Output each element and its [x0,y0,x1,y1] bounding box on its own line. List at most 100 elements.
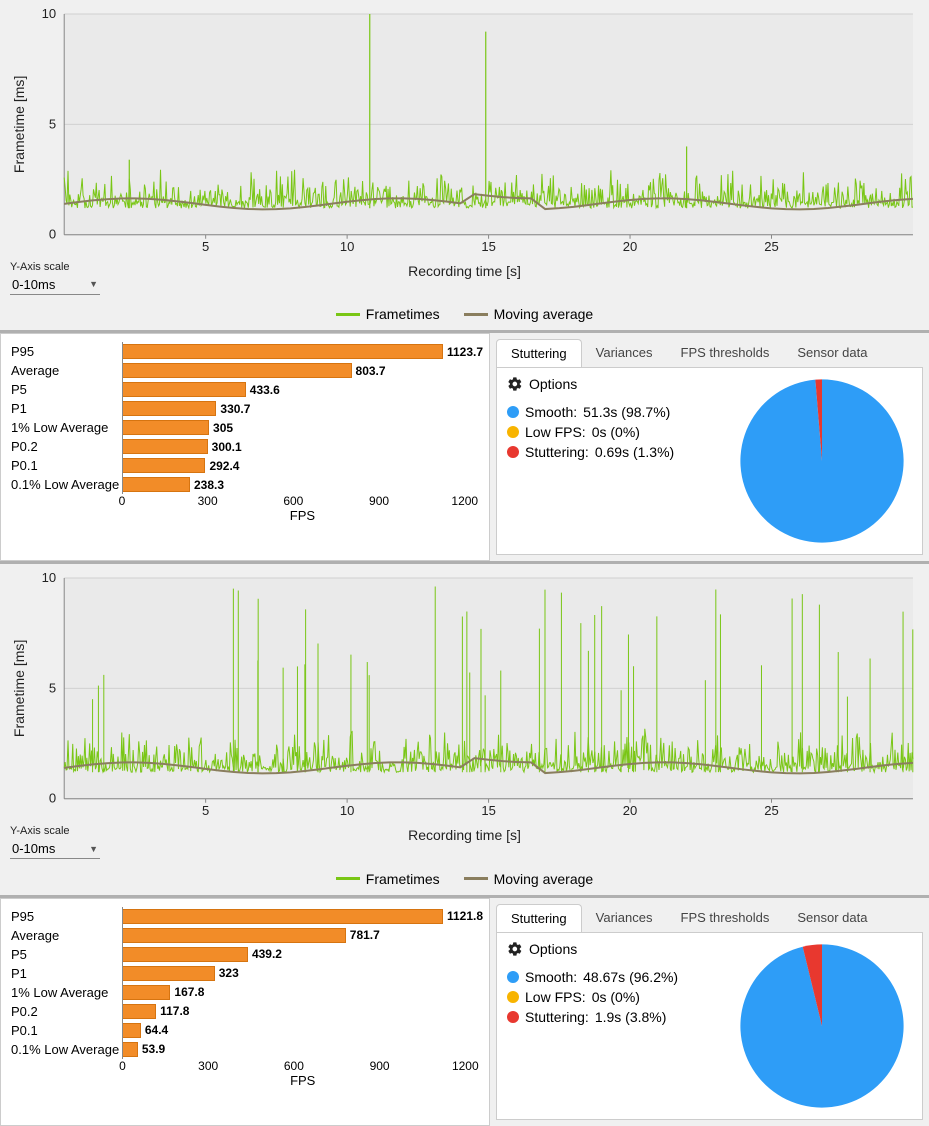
line-chart-1-svg: 0 5 10 5 10 15 20 25 Frametime [ms] [8,8,921,259]
chevron-down-icon: ▼ [89,279,98,289]
svg-text:5: 5 [202,239,209,254]
bar-row: 305 [122,418,483,437]
stat-lowfps-2: Low FPS: 0s (0%) [507,989,722,1005]
yscale-value-1: 0-10ms [12,277,55,292]
svg-text:0: 0 [49,227,56,242]
svg-text:25: 25 [764,239,779,254]
bar-label: 1% Low Average [11,418,119,437]
legend-movavg: Moving average [464,306,594,322]
tab-variances[interactable]: Variances [582,339,667,367]
stat-smooth-2: Smooth: 48.67s (96.2%) [507,969,722,985]
stutter-panel-1: StutteringVariancesFPS thresholdsSensor … [490,333,929,561]
legend-movavg: Moving average [464,871,594,887]
svg-text:0: 0 [49,791,56,806]
options-button-2[interactable]: Options [507,941,722,957]
svg-text:5: 5 [202,803,209,818]
frametime-panel-1: 0 5 10 5 10 15 20 25 Frametime [ms] Y-Axis scale… [0,0,929,333]
pie-chart-1 [737,376,907,546]
stats-row-1: P95AverageP5P11% Low AverageP0.2P0.10.1%… [0,333,929,564]
yscale-label-1: Y-Axis scale [10,261,110,273]
legend-1: Frametimes Moving average [6,301,923,329]
bar-label: 1% Low Average [11,983,119,1002]
stat-stutter-2: Stuttering: 1.9s (3.8%) [507,1009,722,1025]
bar-row: 803.7 [122,361,483,380]
bar-label: P5 [11,945,119,964]
stat-smooth-1: Smooth: 51.3s (98.7%) [507,404,722,420]
tab-fps-thresholds[interactable]: FPS thresholds [667,339,784,367]
bar-row: 1123.7 [122,342,483,361]
svg-text:5: 5 [49,116,56,131]
bar-label: 0.1% Low Average [11,1040,119,1059]
legend-frametimes: Frametimes [336,306,440,322]
svg-text:Frametime [ms]: Frametime [ms] [11,76,27,173]
xaxis-label-2: Recording time [s] [110,827,819,859]
svg-text:Frametime [ms]: Frametime [ms] [11,640,27,737]
bar-label: P0.2 [11,437,119,456]
legend-2: Frametimes Moving average [6,865,923,893]
tab-stuttering[interactable]: Stuttering [496,339,582,367]
bar-label: Average [11,926,119,945]
bar-row: 781.7 [122,926,483,945]
bar-label: 0.1% Low Average [11,475,119,494]
svg-text:15: 15 [481,239,496,254]
line-chart-2-svg: 0 5 10 5 10 15 20 25 Frametime [ms] [8,572,921,823]
svg-text:20: 20 [623,239,638,254]
bar-row: 53.9 [122,1040,483,1059]
tab-sensor-data[interactable]: Sensor data [783,904,881,932]
yscale-select-2[interactable]: 0-10ms ▼ [10,839,100,859]
svg-text:10: 10 [42,8,57,21]
line-chart-2: 0 5 10 5 10 15 20 25 Frametime [ms] [6,568,923,823]
bar-label: P1 [11,399,119,418]
bar-row: 167.8 [122,983,483,1002]
bar-row: 300.1 [122,437,483,456]
bar-label: P95 [11,342,119,361]
bar-row: 292.4 [122,456,483,475]
bar-chart-2: P95AverageP5P11% Low AverageP0.2P0.10.1%… [0,898,490,1126]
chevron-down-icon: ▼ [89,844,98,854]
bar-label: P0.1 [11,1021,119,1040]
bar-label: P0.1 [11,456,119,475]
tab-stuttering[interactable]: Stuttering [496,904,582,932]
bar-label: P5 [11,380,119,399]
bar-row: 433.6 [122,380,483,399]
tab-sensor-data[interactable]: Sensor data [783,339,881,367]
stutter-panel-2: StutteringVariancesFPS thresholdsSensor … [490,898,929,1126]
bar-row: 439.2 [122,945,483,964]
bar-row: 1121.8 [122,907,483,926]
stats-row-2: P95AverageP5P11% Low AverageP0.2P0.10.1%… [0,898,929,1126]
tabs-1: StutteringVariancesFPS thresholdsSensor … [490,333,929,367]
svg-text:15: 15 [481,803,496,818]
bar-row: 238.3 [122,475,483,494]
svg-text:10: 10 [340,803,355,818]
gear-icon [507,376,523,392]
bar-row: 64.4 [122,1021,483,1040]
yscale-select-1[interactable]: 0-10ms ▼ [10,275,100,295]
bar-label: P95 [11,907,119,926]
bar-chart-1: P95AverageP5P11% Low AverageP0.2P0.10.1%… [0,333,490,561]
svg-text:25: 25 [764,803,779,818]
gear-icon [507,941,523,957]
pie-chart-2 [737,941,907,1111]
yscale-value-2: 0-10ms [12,841,55,856]
svg-text:10: 10 [42,572,57,585]
frametime-panel-2: 0 5 10 5 10 15 20 25 Frametime [ms] Y-Axis scale… [0,564,929,897]
stat-stutter-1: Stuttering: 0.69s (1.3%) [507,444,722,460]
svg-text:20: 20 [623,803,638,818]
line-chart-1: 0 5 10 5 10 15 20 25 Frametime [ms] [6,4,923,259]
yscale-label-2: Y-Axis scale [10,825,110,837]
tabs-2: StutteringVariancesFPS thresholdsSensor … [490,898,929,932]
legend-frametimes: Frametimes [336,871,440,887]
tab-variances[interactable]: Variances [582,904,667,932]
bar-label: P1 [11,964,119,983]
options-button-1[interactable]: Options [507,376,722,392]
bar-row: 117.8 [122,1002,483,1021]
stat-lowfps-1: Low FPS: 0s (0%) [507,424,722,440]
tab-fps-thresholds[interactable]: FPS thresholds [667,904,784,932]
xaxis-label-1: Recording time [s] [110,263,819,295]
bar-label: P0.2 [11,1002,119,1021]
bar-row: 330.7 [122,399,483,418]
bar-label: Average [11,361,119,380]
bar-row: 323 [122,964,483,983]
svg-text:5: 5 [49,681,56,696]
svg-text:10: 10 [340,239,355,254]
